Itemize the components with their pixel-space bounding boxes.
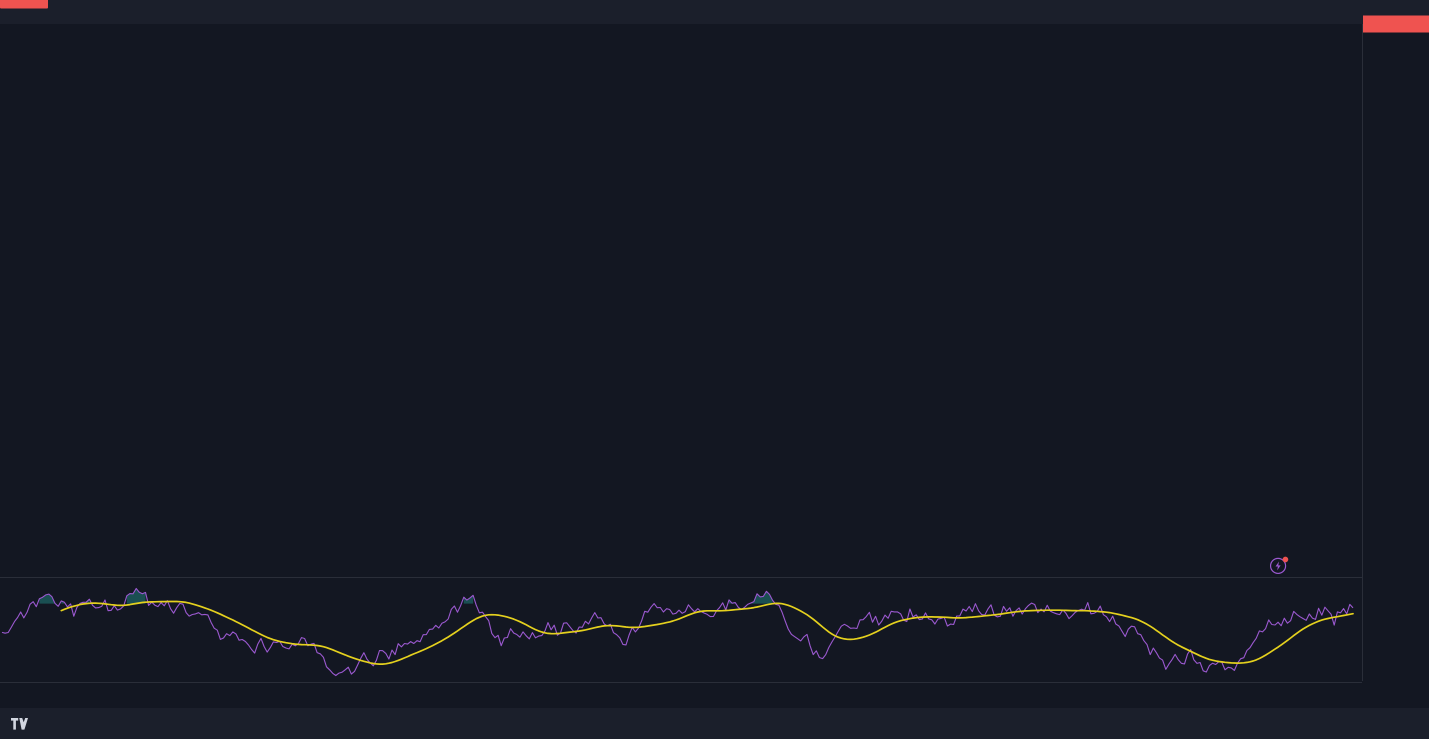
time-scale[interactable]	[0, 682, 1362, 708]
attribution-bar	[0, 0, 1429, 24]
price-scale[interactable]	[1362, 15, 1429, 681]
rsi-fill-segment	[126, 588, 146, 604]
rsi-fill-segment	[80, 599, 90, 604]
chart-legend	[10, 29, 51, 45]
rsi-fill-segment	[750, 591, 773, 604]
tradingview-brand-bar	[0, 708, 1429, 739]
rsi-moving-average	[60, 600, 1354, 665]
rsi-fill-segment	[729, 599, 736, 604]
tradingview-logo-icon	[11, 717, 28, 730]
rsi-graphics	[1, 587, 1354, 677]
rsi-line	[1, 587, 1354, 677]
last-price-badge	[1363, 15, 1429, 33]
price-pane[interactable]	[0, 24, 1362, 577]
lightning-bolt-icon[interactable]	[1268, 554, 1290, 576]
pane-divider	[0, 577, 1362, 578]
price-chart-graphics	[0, 24, 1362, 577]
rsi-pane[interactable]	[0, 579, 1362, 681]
symbol-tag-badge	[0, 0, 48, 9]
